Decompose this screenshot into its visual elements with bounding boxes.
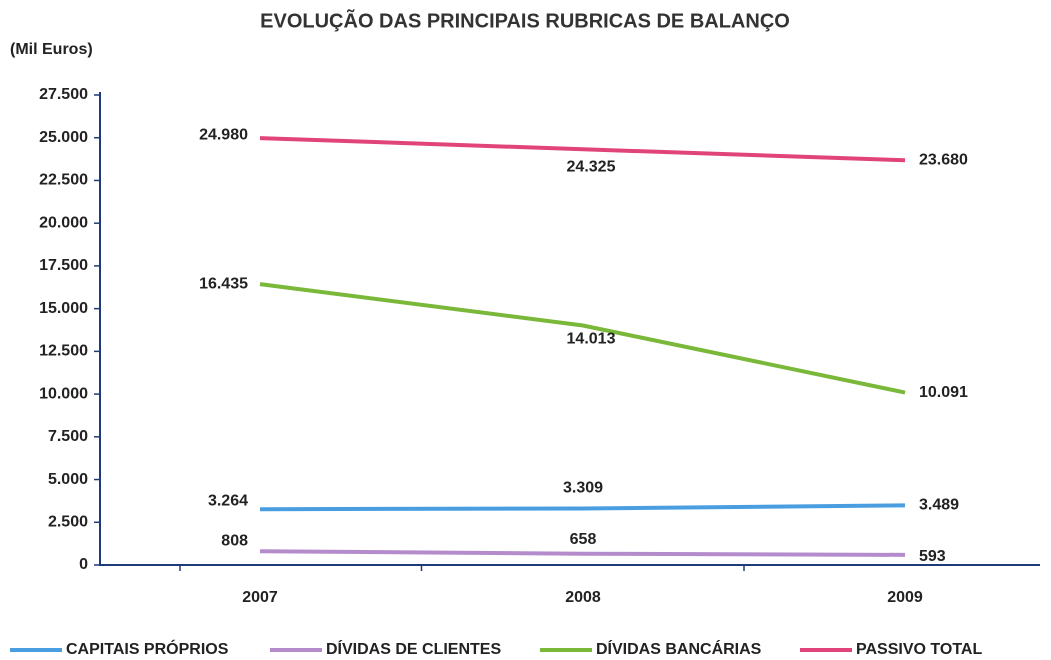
y-tick-label: 7.500 xyxy=(48,428,88,445)
series-line xyxy=(259,503,906,512)
data-label: 16.435 xyxy=(199,275,248,292)
x-tick-label: 2007 xyxy=(242,589,278,606)
data-label: 10.091 xyxy=(919,384,968,401)
data-label: 3.309 xyxy=(563,480,603,497)
y-tick-label: 25.000 xyxy=(39,129,88,146)
series-line xyxy=(259,549,906,557)
legend-label: DÍVIDAS BANCÁRIAS xyxy=(596,639,762,658)
data-label: 24.980 xyxy=(199,126,248,143)
x-tick-label: 2008 xyxy=(565,589,601,606)
data-label: 3.264 xyxy=(208,492,248,509)
legend-label: PASSIVO TOTAL xyxy=(856,641,982,658)
y-tick-label: 5.000 xyxy=(48,471,88,488)
y-tick-label: 10.000 xyxy=(39,385,88,402)
legend-label: CAPITAIS PRÓPRIOS xyxy=(66,639,229,658)
y-tick-label: 20.000 xyxy=(39,214,88,231)
x-tick-label: 2009 xyxy=(887,589,923,606)
data-label: 14.013 xyxy=(567,331,616,348)
y-tick-label: 2.500 xyxy=(48,513,88,530)
y-tick-label: 12.500 xyxy=(39,343,88,360)
y-tick-label: 15.000 xyxy=(39,300,88,317)
chart-title: EVOLUÇÃO DAS PRINCIPAIS RUBRICAS DE BALA… xyxy=(260,9,790,32)
data-label: 3.489 xyxy=(919,497,959,514)
data-label: 658 xyxy=(570,531,597,548)
data-label: 23.680 xyxy=(919,152,968,169)
data-label: 593 xyxy=(919,548,946,565)
data-label: 808 xyxy=(221,532,248,549)
series-line xyxy=(259,136,906,163)
series-line xyxy=(259,282,906,395)
y-tick-label: 17.500 xyxy=(39,257,88,274)
y-axis-label: (Mil Euros) xyxy=(10,41,93,58)
legend-label: DÍVIDAS DE CLIENTES xyxy=(326,639,501,658)
y-tick-label: 27.500 xyxy=(39,86,88,103)
y-tick-label: 22.500 xyxy=(39,172,88,189)
data-label: 24.325 xyxy=(567,158,616,175)
y-tick-label: 0 xyxy=(79,556,88,573)
